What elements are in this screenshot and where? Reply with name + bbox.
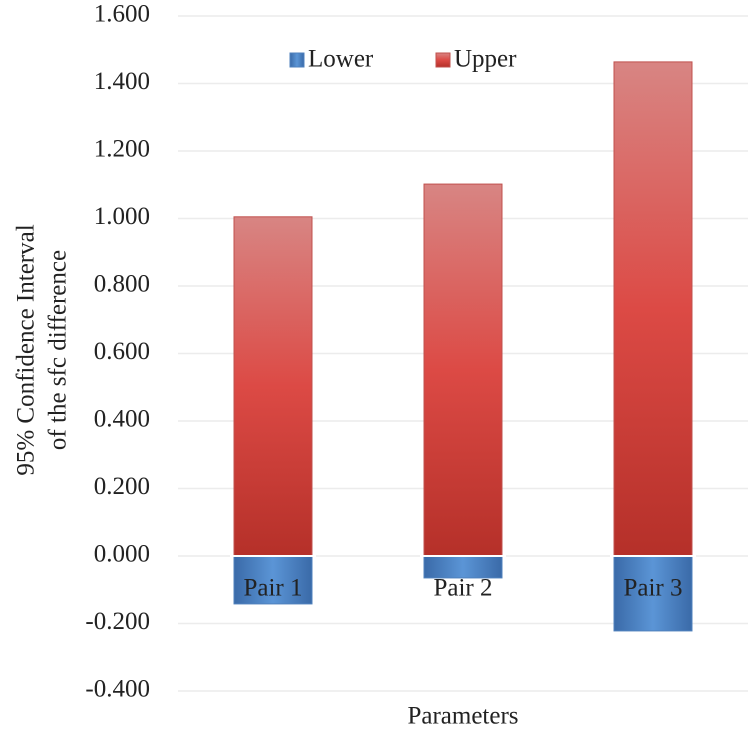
bar [233, 216, 313, 557]
y-axis-title: 95% Confidence Interval [13, 224, 40, 475]
bar [613, 555, 693, 632]
bar [423, 183, 503, 557]
bar [613, 61, 693, 557]
y-tick-label: 1.000 [94, 203, 150, 230]
bar [233, 555, 313, 605]
y-tick-label: 0.600 [94, 338, 150, 365]
legend-label: Upper [454, 46, 517, 73]
y-tick-label: -0.400 [85, 676, 150, 703]
y-tick-label: 1.600 [94, 1, 150, 28]
x-axis-title: Parameters [407, 703, 518, 730]
x-tick-label: Pair 2 [433, 575, 492, 602]
legend-swatch [435, 52, 451, 68]
y-tick-label: 1.400 [94, 68, 150, 95]
y-tick-label: 0.800 [94, 271, 150, 298]
x-tick-label: Pair 1 [243, 575, 302, 602]
legend-swatch [289, 52, 305, 68]
y-axis-title: of the sfc difference [45, 250, 72, 450]
x-tick-label: Pair 3 [623, 575, 682, 602]
y-tick-label: 0.000 [94, 541, 150, 568]
y-tick-label: 0.200 [94, 473, 150, 500]
y-tick-label: -0.200 [85, 608, 150, 635]
legend-label: Lower [308, 46, 374, 73]
y-tick-label: 1.200 [94, 136, 150, 163]
y-tick-label: 0.400 [94, 406, 150, 433]
